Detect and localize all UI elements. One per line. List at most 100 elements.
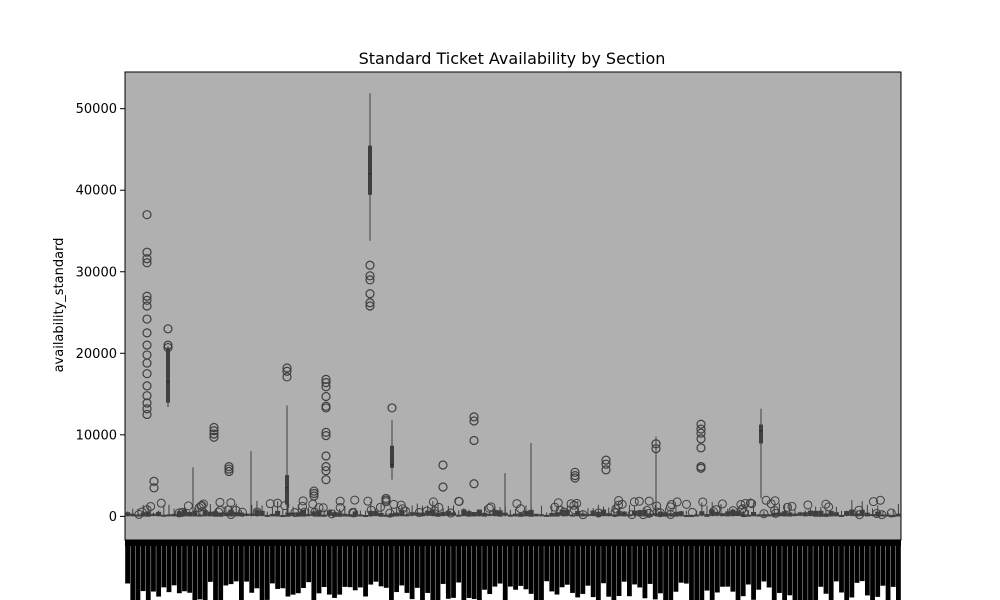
box xyxy=(849,509,855,516)
outlier-point xyxy=(550,502,560,512)
x-tick-label xyxy=(285,546,291,597)
outlier-point xyxy=(142,314,152,324)
outlier-point xyxy=(142,340,152,350)
outlier-point xyxy=(787,501,797,511)
box xyxy=(802,512,808,517)
outlier-point xyxy=(290,508,300,518)
box xyxy=(880,514,886,517)
outlier-point xyxy=(231,505,241,515)
x-tick-label xyxy=(383,546,389,588)
outlier-point xyxy=(350,495,360,505)
x-tick-label xyxy=(161,546,167,588)
x-tick-label xyxy=(864,546,870,596)
x-tick-label xyxy=(797,546,803,600)
outlier-point xyxy=(665,502,675,512)
outlier-point xyxy=(142,381,152,391)
box xyxy=(130,513,136,517)
box xyxy=(471,512,477,517)
box xyxy=(797,512,803,516)
x-tick-label xyxy=(611,546,617,600)
x-tick-label xyxy=(171,546,177,586)
x-tick-label xyxy=(585,546,591,586)
x-tick-label xyxy=(213,546,218,600)
box xyxy=(156,511,162,517)
x-tick-label xyxy=(751,546,756,600)
plot-area xyxy=(124,71,902,541)
x-tick-label xyxy=(875,546,881,597)
outlier-point xyxy=(321,403,331,413)
x-tick-label xyxy=(326,546,332,595)
outlier-point xyxy=(224,466,234,477)
x-tick-label xyxy=(420,546,425,600)
x-tick-label xyxy=(683,546,689,584)
box xyxy=(678,511,684,517)
outlier-point xyxy=(282,366,292,376)
x-tick-label xyxy=(627,546,632,597)
x-tick-label xyxy=(357,546,363,588)
x-tick-label xyxy=(714,546,720,593)
outlier-point xyxy=(183,501,193,511)
outlier-point xyxy=(696,434,706,444)
outlier-point xyxy=(414,508,424,518)
box xyxy=(285,475,289,505)
x-tick-label xyxy=(787,546,793,596)
outlier-point xyxy=(142,291,152,301)
outlier-point xyxy=(387,403,397,413)
outlier-point xyxy=(783,502,793,512)
x-tick-label xyxy=(766,546,772,588)
outlier-point xyxy=(321,431,331,441)
outlier-point xyxy=(156,498,166,508)
x-tick-band xyxy=(125,540,901,546)
outlier-point xyxy=(644,496,654,506)
x-tick-label xyxy=(389,546,394,600)
x-tick-label xyxy=(311,546,317,600)
box xyxy=(538,514,545,517)
outlier-point xyxy=(739,508,749,518)
x-tick-label xyxy=(207,546,213,582)
x-tick-label xyxy=(720,546,725,587)
x-tick-label xyxy=(689,546,694,600)
box xyxy=(518,513,524,517)
outlier-point xyxy=(321,427,331,437)
box xyxy=(719,513,726,517)
x-tick-label xyxy=(295,546,301,594)
x-tick-label xyxy=(466,546,472,598)
x-tick-label xyxy=(859,546,865,582)
x-tick-label xyxy=(482,546,487,590)
outlier-point xyxy=(696,463,706,473)
outlier-point xyxy=(708,507,718,517)
outlier-point xyxy=(309,488,319,499)
outlier-point xyxy=(569,500,579,510)
outlier-point xyxy=(142,295,152,305)
outlier-point xyxy=(687,507,697,517)
outlier-point xyxy=(142,258,152,268)
outlier-point xyxy=(209,432,219,442)
outlier-point xyxy=(469,412,479,422)
outlier-point xyxy=(280,501,290,511)
box xyxy=(275,510,281,517)
x-tick-label xyxy=(823,546,829,594)
outlier-point xyxy=(142,404,152,414)
outlier-point xyxy=(215,505,225,515)
box xyxy=(409,512,415,516)
x-tick-label xyxy=(730,546,736,592)
outlier-point xyxy=(321,374,331,384)
box xyxy=(450,512,457,516)
outlier-point xyxy=(224,464,234,474)
x-tick-label xyxy=(833,546,839,582)
x-tick-label xyxy=(554,546,560,595)
box xyxy=(761,514,767,517)
x-tick-label xyxy=(352,546,358,591)
box xyxy=(792,513,798,517)
outlier-point xyxy=(613,500,623,510)
outlier-point xyxy=(365,271,375,281)
box xyxy=(647,513,653,517)
x-tick-label xyxy=(239,546,244,600)
x-tick-label xyxy=(347,546,353,588)
x-tick-label xyxy=(197,546,203,600)
x-tick-label xyxy=(890,546,896,587)
x-tick-label xyxy=(182,546,187,592)
box xyxy=(759,424,763,444)
x-tick-label xyxy=(218,546,224,600)
x-tick-label xyxy=(802,546,808,600)
